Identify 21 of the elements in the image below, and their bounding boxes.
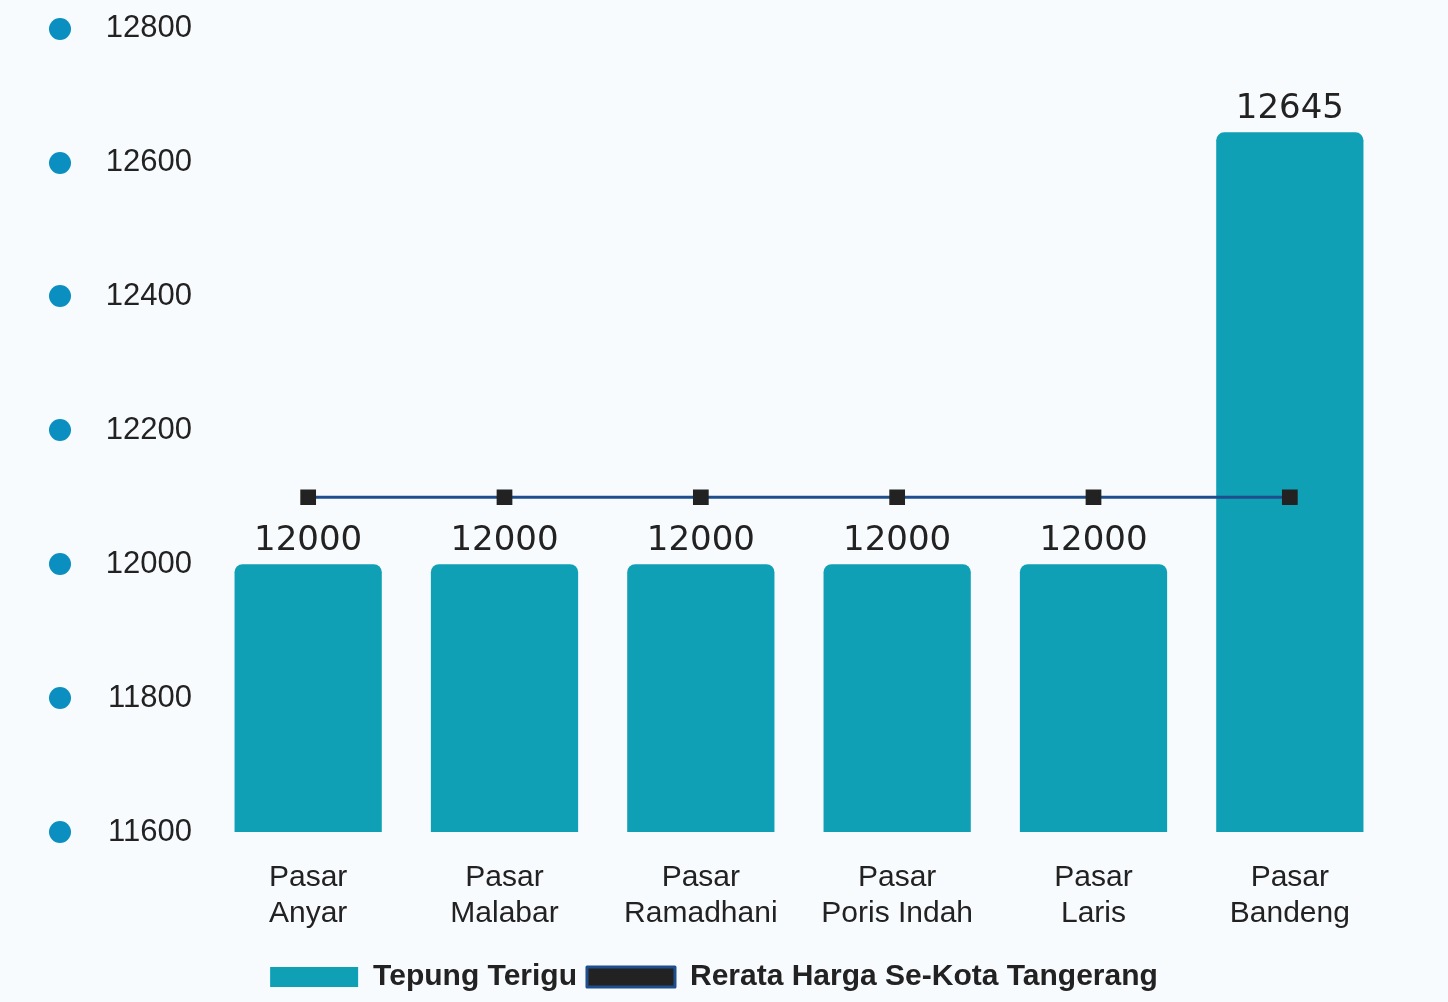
data-label: 12000 [646,518,755,559]
x-tick-label: Pasar Poris Indah [821,859,974,929]
x-tick-label: Pasar Bandeng [1229,859,1350,929]
y-tick-label: 12000 [105,544,192,580]
y-tick-label: 11600 [108,812,192,848]
x-tick-label: Pasar Anyar [268,859,348,929]
x-tick-label: Pasar Ramadhani [624,859,778,929]
legend-label: Tepung Terigu [373,958,577,992]
data-label: 12000 [254,518,363,559]
x-tick-label: Pasar Laris [1054,859,1133,929]
y-tick-label: 12200 [105,410,192,446]
y-tick-label: 12800 [105,9,192,45]
data-label: 12645 [1235,86,1344,127]
data-label: 12000 [1039,518,1148,559]
y-tick-label: 11800 [108,678,192,714]
y-tick-label: 12600 [105,143,192,179]
legend-label: Rerata Harga Se-Kota Tangerang [689,958,1158,992]
data-label: 12000 [450,518,559,559]
y-tick-label: 12400 [105,276,192,312]
data-label: 12000 [843,518,952,559]
x-tick-label: Pasar Malabar [450,859,559,929]
